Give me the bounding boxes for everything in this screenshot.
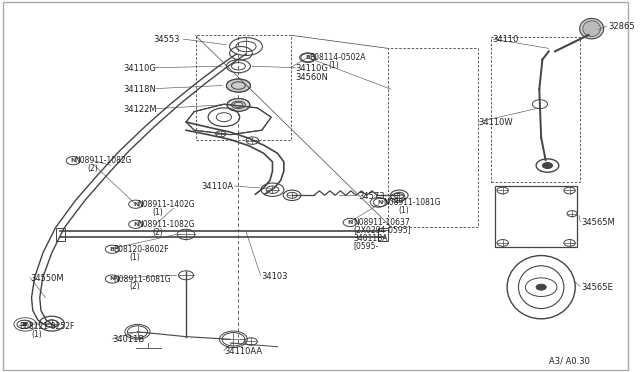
Bar	[495, 186, 577, 247]
Ellipse shape	[580, 18, 604, 39]
Text: (1): (1)	[31, 330, 42, 339]
Text: N08911-10637: N08911-10637	[353, 218, 410, 227]
Text: B08121-0252F: B08121-0252F	[19, 322, 74, 331]
Ellipse shape	[583, 21, 600, 36]
Circle shape	[373, 198, 387, 206]
Text: 34550M: 34550M	[30, 274, 64, 283]
Text: B: B	[305, 55, 310, 60]
Text: 34011BA: 34011BA	[353, 234, 388, 243]
Text: N08911-1402G: N08911-1402G	[138, 200, 195, 209]
Bar	[56, 228, 65, 241]
Text: 34103: 34103	[262, 272, 288, 280]
Ellipse shape	[228, 99, 249, 111]
Text: [0595-: [0595-	[353, 241, 378, 250]
Bar	[378, 228, 388, 241]
Circle shape	[536, 284, 546, 290]
Text: B: B	[22, 322, 26, 327]
Text: 34565E: 34565E	[582, 283, 613, 292]
Text: N: N	[378, 200, 383, 205]
Text: 34573: 34573	[358, 192, 385, 201]
Text: 34110A: 34110A	[201, 182, 234, 191]
Circle shape	[129, 220, 143, 228]
Text: (2): (2)	[129, 282, 140, 291]
Text: (1): (1)	[328, 61, 339, 70]
Circle shape	[129, 200, 143, 208]
Text: (1): (1)	[399, 206, 410, 215]
Text: 34553: 34553	[153, 35, 180, 44]
Text: 34560N: 34560N	[295, 73, 328, 81]
Text: 34122M: 34122M	[123, 105, 156, 114]
Circle shape	[343, 218, 357, 227]
Circle shape	[106, 275, 119, 283]
Circle shape	[301, 54, 315, 62]
Text: B: B	[110, 247, 115, 252]
Text: 34110G: 34110G	[295, 64, 328, 73]
Polygon shape	[186, 104, 271, 135]
Text: 34110G: 34110G	[124, 64, 156, 73]
Text: (2X0294-0595]: (2X0294-0595]	[353, 226, 411, 235]
Text: N08911-6081G: N08911-6081G	[113, 275, 171, 283]
Text: 34011B: 34011B	[112, 335, 145, 344]
Text: 34110W: 34110W	[478, 118, 513, 127]
Text: 34110: 34110	[492, 35, 518, 44]
Text: B08120-8602F: B08120-8602F	[113, 245, 169, 254]
Text: N: N	[70, 158, 76, 163]
Text: N: N	[133, 202, 138, 207]
Circle shape	[543, 163, 552, 169]
Circle shape	[17, 320, 31, 328]
Circle shape	[19, 320, 32, 328]
Text: 32865: 32865	[609, 22, 636, 31]
Text: N: N	[348, 220, 353, 225]
Text: N08911-1082G: N08911-1082G	[138, 220, 195, 229]
Text: N: N	[109, 276, 115, 282]
Text: N08911-1081G: N08911-1081G	[383, 198, 441, 207]
Text: N: N	[133, 222, 138, 227]
Text: (1): (1)	[129, 253, 140, 262]
Text: (1): (1)	[152, 208, 163, 217]
Text: N08911-1082G: N08911-1082G	[74, 156, 132, 165]
Ellipse shape	[227, 80, 250, 92]
Text: 34118N: 34118N	[124, 85, 156, 94]
Circle shape	[106, 245, 119, 253]
Text: (2): (2)	[87, 164, 98, 173]
Circle shape	[66, 157, 80, 165]
Text: 34110AA: 34110AA	[224, 347, 262, 356]
Text: B08114-0502A: B08114-0502A	[309, 53, 365, 62]
Text: 34565M: 34565M	[582, 218, 615, 227]
Text: B: B	[23, 322, 28, 327]
Text: A3/ A0.30: A3/ A0.30	[548, 356, 589, 365]
Text: (2): (2)	[152, 228, 163, 237]
